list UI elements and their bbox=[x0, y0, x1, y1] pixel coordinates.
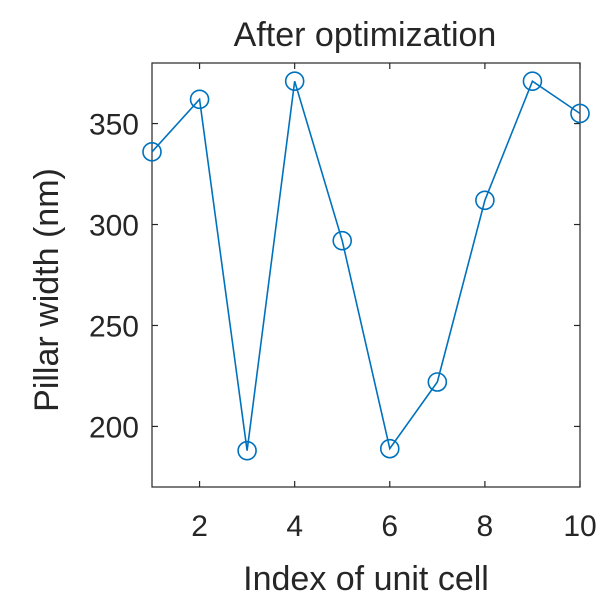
x-axis: 2 4 6 8 10 bbox=[191, 63, 596, 543]
data-point bbox=[237, 440, 257, 461]
data-point bbox=[142, 142, 162, 162]
x-tick-label: 4 bbox=[286, 510, 303, 543]
data-point bbox=[522, 71, 543, 91]
data-point bbox=[475, 190, 495, 211]
data-point bbox=[332, 230, 353, 251]
series-line bbox=[151, 79, 581, 451]
data-point bbox=[284, 71, 305, 91]
data-point bbox=[189, 89, 210, 110]
y-axis: 200 250 300 350 bbox=[89, 109, 580, 444]
y-axis-label: Pillar width (nm) bbox=[28, 168, 66, 412]
x-tick-label: 2 bbox=[191, 510, 208, 543]
x-tick-label: 8 bbox=[477, 510, 494, 543]
x-tick-label: 10 bbox=[563, 510, 596, 543]
y-tick-label: 250 bbox=[89, 310, 139, 343]
plot-area bbox=[151, 62, 581, 488]
data-point bbox=[427, 372, 448, 392]
series-markers bbox=[142, 71, 590, 461]
x-axis-label: Index of unit cell bbox=[243, 560, 489, 598]
y-tick-label: 200 bbox=[89, 411, 139, 444]
data-point bbox=[570, 103, 590, 124]
x-tick-label: 6 bbox=[381, 510, 398, 543]
chart-title: After optimization bbox=[234, 16, 497, 54]
y-tick-label: 350 bbox=[89, 109, 139, 142]
data-point bbox=[379, 438, 400, 459]
y-tick-label: 300 bbox=[89, 210, 139, 243]
